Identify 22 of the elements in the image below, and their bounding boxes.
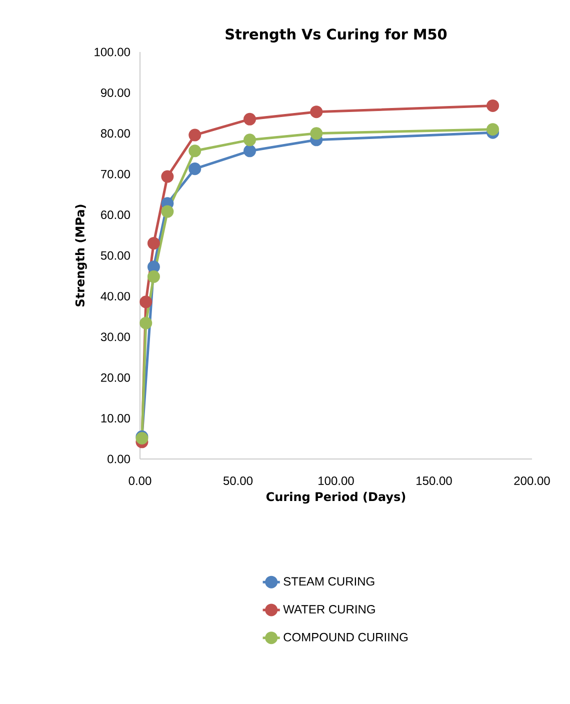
x-axis-title: Curing Period (Days)	[266, 492, 406, 504]
y-tick-label: 10.00	[101, 414, 130, 423]
y-tick-label: 80.00	[100, 129, 130, 138]
legend-label: COMPOUND CURIING	[284, 632, 408, 642]
legend-label: STEAM CURING	[284, 577, 374, 586]
y-tick-label: 40.00	[100, 292, 130, 300]
y-tick-label: 20.00	[101, 373, 130, 382]
x-tick-label: 50.00	[223, 476, 253, 486]
y-tick-label: 90.00	[101, 88, 130, 97]
y-tick-label: 60.00	[101, 210, 130, 220]
x-tick-label: 0.00	[128, 476, 152, 486]
chart-title: Strength Vs Curing for M50	[226, 28, 447, 42]
x-tick-label: 150.00	[416, 476, 452, 486]
y-tick-label: 70.00	[101, 170, 130, 178]
y-axis-title: Strength (MPa)	[75, 204, 87, 306]
legend-label: WATER CURING	[283, 605, 375, 614]
y-tick-label: 0.00	[108, 454, 130, 464]
y-tick-label: 100.00	[94, 48, 130, 56]
y-tick-label: 50.00	[100, 251, 130, 260]
x-tick-label: 200.00	[514, 476, 550, 486]
y-tick-label: 30.00	[100, 332, 130, 342]
x-tick-label: 100.00	[318, 476, 354, 486]
